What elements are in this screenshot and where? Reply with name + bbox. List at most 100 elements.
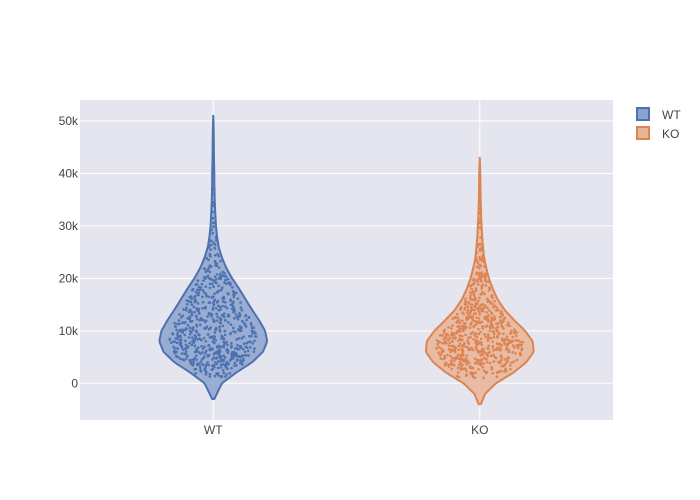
data-point	[478, 211, 482, 214]
data-point	[189, 362, 193, 365]
data-point	[479, 207, 482, 210]
data-point	[213, 298, 217, 302]
data-point	[201, 351, 205, 354]
data-point	[475, 271, 479, 275]
data-point	[194, 336, 198, 340]
data-point	[450, 345, 454, 348]
data-point	[494, 309, 498, 312]
data-point	[505, 335, 509, 338]
data-point	[219, 355, 223, 358]
data-point	[219, 288, 222, 292]
data-point	[472, 337, 475, 341]
data-point	[464, 374, 468, 377]
data-point	[478, 199, 481, 202]
data-point	[221, 359, 225, 363]
data-point	[438, 341, 442, 344]
data-point	[213, 221, 216, 225]
data-point	[248, 346, 252, 349]
data-point	[210, 265, 213, 268]
data-point	[485, 318, 489, 322]
data-point	[488, 300, 492, 303]
data-point	[504, 338, 507, 341]
data-point	[213, 246, 217, 250]
data-point	[216, 346, 219, 349]
data-point	[201, 289, 205, 292]
data-point	[175, 328, 178, 332]
data-point	[446, 333, 450, 337]
data-point	[210, 368, 214, 371]
data-point	[204, 349, 208, 353]
data-point	[492, 332, 496, 336]
data-point	[181, 314, 185, 317]
data-point	[439, 357, 443, 360]
data-point	[199, 352, 203, 356]
data-point	[461, 311, 464, 314]
data-point	[437, 345, 440, 349]
y-axis: 0 10k 20k 30k 40k 50k	[59, 114, 79, 390]
data-point	[211, 172, 214, 176]
data-point	[213, 259, 217, 263]
data-point	[225, 373, 228, 376]
data-point	[483, 351, 487, 355]
data-point	[477, 277, 480, 280]
data-point	[471, 290, 475, 293]
data-point	[197, 333, 201, 337]
data-point	[514, 352, 517, 355]
data-point	[456, 353, 460, 356]
data-point	[218, 330, 222, 333]
data-point	[477, 266, 481, 270]
data-point	[492, 335, 496, 339]
data-point	[235, 358, 239, 361]
data-point	[190, 343, 194, 347]
data-point	[250, 323, 253, 327]
data-point	[444, 342, 448, 345]
data-point	[235, 338, 238, 341]
data-point	[463, 306, 467, 310]
data-point	[484, 335, 488, 339]
data-point	[209, 254, 212, 258]
data-point	[478, 220, 482, 224]
data-point	[220, 337, 223, 340]
data-point	[469, 310, 472, 314]
data-point	[244, 314, 247, 318]
data-point	[500, 358, 503, 362]
data-point	[449, 349, 453, 352]
data-point	[215, 372, 218, 375]
data-point	[467, 348, 471, 352]
data-point	[219, 366, 223, 369]
data-point	[176, 322, 179, 326]
data-point	[186, 302, 189, 306]
data-point	[219, 357, 222, 360]
data-point	[212, 295, 215, 298]
data-point	[492, 360, 496, 363]
data-point	[479, 279, 483, 282]
legend-item-ko[interactable]: KO	[636, 126, 679, 141]
data-point	[184, 357, 188, 360]
data-point	[195, 323, 198, 326]
data-point	[474, 371, 477, 375]
data-point	[477, 283, 480, 286]
data-point	[475, 265, 479, 269]
x-tick-label: KO	[471, 423, 488, 437]
data-point	[500, 355, 503, 359]
data-point	[239, 301, 242, 304]
data-point	[219, 259, 222, 263]
data-point	[451, 336, 455, 340]
legend-item-wt[interactable]: WT	[636, 107, 681, 122]
data-point	[236, 355, 240, 358]
data-point	[217, 284, 220, 288]
data-point	[190, 313, 193, 317]
data-point	[480, 290, 484, 294]
data-point	[196, 337, 200, 341]
data-point	[441, 348, 444, 352]
data-point	[206, 315, 209, 318]
data-point	[499, 348, 502, 352]
data-point	[184, 347, 187, 350]
data-point	[516, 346, 520, 350]
data-point	[184, 350, 188, 353]
data-point	[474, 323, 478, 327]
data-point	[174, 354, 178, 358]
legend[interactable]: WT KO	[636, 107, 681, 141]
data-point	[491, 330, 495, 333]
data-point	[180, 321, 184, 324]
